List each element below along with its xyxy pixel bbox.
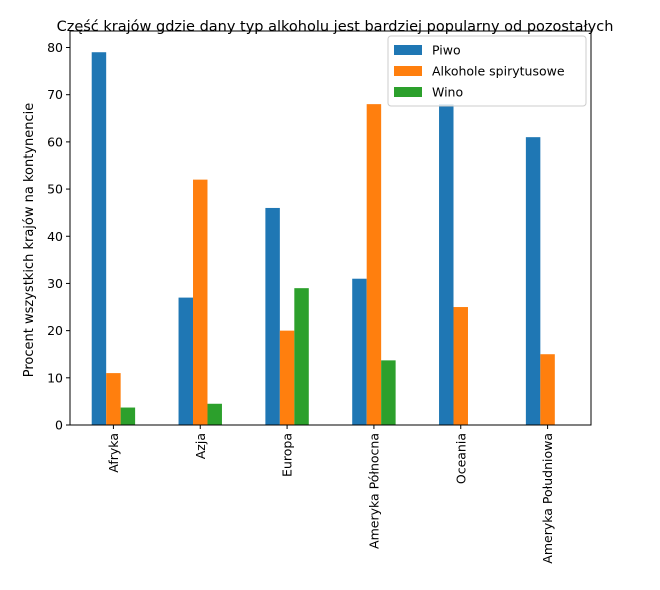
y-tick-label: 80 (47, 40, 63, 55)
x-tick-label: Afryka (106, 433, 121, 473)
bar-wino-3 (381, 360, 396, 425)
y-axis-label: Procent wszystkich krajów na kontynencie (22, 103, 37, 377)
bar-piwo-1 (178, 297, 194, 425)
bar-piwo-3 (352, 278, 367, 425)
bar-piwo-2 (265, 207, 280, 425)
legend-label: Piwo (432, 43, 461, 58)
bar-alkohole-spirytusowe-4 (453, 307, 468, 425)
bar-wino-1 (207, 403, 222, 425)
chart-title: Część krajów gdzie dany typ alkoholu jes… (57, 19, 614, 35)
bar-alkohole-spirytusowe-5 (540, 354, 555, 425)
axes-layer: 0 10 20 30 40 50 60 70 80 Afryka Azja Europa Ameryka… (47, 30, 592, 564)
legend-box (387, 35, 587, 107)
x-tick-label: Ameryka Północna (366, 433, 381, 549)
y-tick-label: 40 (47, 229, 63, 244)
legend-swatch (394, 66, 422, 76)
legend: Piwo Alkohole spirytusowe Wino (387, 35, 587, 107)
legend-swatch (394, 87, 422, 97)
bar-alkohole-spirytusowe-1 (193, 179, 208, 425)
y-tick-label: 50 (47, 182, 63, 197)
y-tick-label: 70 (47, 87, 63, 102)
bar-alkohole-spirytusowe-2 (279, 330, 295, 425)
bar-piwo-5 (525, 137, 541, 426)
x-tick-label: Ameryka Południowa (540, 433, 555, 564)
bar-wino-0 (120, 407, 136, 425)
x-tick-label: Europa (280, 433, 295, 477)
x-tick-label: Oceania (453, 433, 468, 484)
bar-alkohole-spirytusowe-0 (106, 373, 121, 425)
bar-piwo-0 (91, 52, 107, 425)
plot-frame (69, 30, 592, 426)
legend-label: Alkohole spirytusowe (432, 64, 565, 79)
legend-swatch (394, 45, 422, 55)
x-tick-label: Azja (193, 433, 208, 459)
legend-label: Wino (432, 85, 463, 100)
y-tick-label: 20 (47, 323, 63, 338)
bar-piwo-4 (439, 104, 454, 425)
y-tick-label: 0 (55, 418, 63, 433)
bar-alkohole-spirytusowe-3 (366, 104, 382, 425)
bars-layer (91, 52, 555, 426)
y-tick-label: 30 (47, 276, 63, 291)
bar-wino-2 (294, 288, 309, 425)
y-tick-label: 10 (47, 370, 63, 385)
y-tick-label: 60 (47, 134, 63, 149)
